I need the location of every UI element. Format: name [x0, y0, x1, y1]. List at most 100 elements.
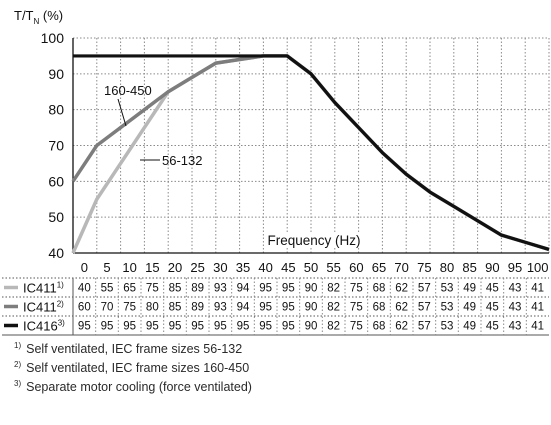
table-value: 40 [78, 283, 91, 295]
x-tick-label: 5 [103, 260, 110, 275]
table-value: 75 [350, 283, 363, 295]
table-value: 80 [146, 302, 159, 314]
table-value: 53 [441, 283, 454, 295]
x-tick-label: 10 [122, 260, 136, 275]
table-value: 45 [486, 283, 499, 295]
table-value: 93 [214, 283, 227, 295]
y-tick-label: 70 [48, 138, 64, 154]
table-value: 94 [237, 302, 250, 314]
table-value: 94 [237, 283, 250, 295]
table-value: 95 [259, 302, 272, 314]
x-tick-label: 35 [236, 260, 250, 275]
torque-frequency-chart: 40 50 60 70 80 90 100 T/TN (%) Frequency (Hz) 160… [2, 8, 550, 336]
table-value: 62 [395, 302, 408, 314]
table-value: 95 [214, 321, 227, 333]
table-value: 68 [373, 283, 386, 295]
y-tick-label: 40 [48, 245, 64, 261]
table-value: 95 [282, 321, 295, 333]
table-value: 93 [214, 302, 227, 314]
annotation-label: 56-132 [162, 153, 202, 168]
table-value: 55 [101, 283, 114, 295]
table-value: 49 [463, 321, 476, 333]
table-value: 85 [169, 302, 182, 314]
legend-label-ic411-2: IC4112) [23, 300, 64, 315]
table-value: 49 [463, 302, 476, 314]
table-value: 75 [123, 302, 136, 314]
x-tick-label: 45 [281, 260, 295, 275]
table-value: 89 [191, 283, 204, 295]
x-tick-label: 30 [213, 260, 227, 275]
table-value: 70 [101, 302, 114, 314]
legend-label-ic411-1: IC4111) [23, 281, 64, 296]
y-tick-label: 50 [48, 209, 64, 225]
x-axis-label-bg [264, 232, 364, 248]
table-value: 43 [509, 321, 522, 333]
x-tick-label: 60 [349, 260, 363, 275]
y-tick-label: 90 [48, 66, 64, 82]
x-tick-label: 20 [168, 260, 182, 275]
x-tick-label: 80 [440, 260, 454, 275]
table-value: 43 [509, 302, 522, 314]
table-value: 85 [169, 283, 182, 295]
footnote-3: 3) Separate motor cooling (force ventilat… [14, 379, 252, 394]
table-value: 57 [418, 302, 431, 314]
y-tick-label: 80 [48, 102, 64, 118]
table-value: 95 [123, 321, 136, 333]
table-value: 95 [146, 321, 159, 333]
y-tick-label: 100 [41, 30, 65, 46]
x-tick-label: 70 [394, 260, 408, 275]
table-value: 57 [418, 283, 431, 295]
table-value: 75 [350, 302, 363, 314]
y-tick-label: 60 [48, 173, 64, 189]
x-tick-label: 50 [304, 260, 318, 275]
x-tick-label: 100 [527, 260, 549, 275]
table-value: 95 [101, 321, 114, 333]
footnotes: 1) Self ventilated, IEC frame sizes 56-13… [14, 336, 252, 394]
x-tick-label: 75 [417, 260, 431, 275]
table-value: 82 [327, 283, 340, 295]
table-value: 62 [395, 283, 408, 295]
table-value: 75 [146, 283, 159, 295]
table-value: 53 [441, 321, 454, 333]
annotation-leader [117, 98, 127, 127]
table-value: 75 [350, 321, 363, 333]
table-value: 95 [282, 302, 295, 314]
x-tick-label: 85 [462, 260, 476, 275]
table-value: 49 [463, 283, 476, 295]
y-axis-label: T/TN (%) [14, 8, 63, 26]
table-value: 41 [531, 321, 544, 333]
table-value: 60 [78, 302, 91, 314]
table-value: 95 [237, 321, 250, 333]
footnote-2: 2) Self ventilated, IEC frame sizes 160-4… [14, 360, 250, 375]
table-value: 90 [305, 321, 318, 333]
x-tick-label: 40 [258, 260, 272, 275]
series-line-ic416-3 [73, 54, 550, 251]
annotation-label: 160-450 [104, 83, 152, 98]
table-value: 90 [305, 283, 318, 295]
table-value: 62 [395, 321, 408, 333]
table-value: 95 [259, 283, 272, 295]
footnote-1: 1) Self ventilated, IEC frame sizes 56-13… [14, 341, 243, 356]
table-value: 45 [486, 302, 499, 314]
table-value: 57 [418, 321, 431, 333]
table-value: 95 [282, 283, 295, 295]
x-axis-label: Frequency (Hz) [267, 233, 360, 248]
table-value: 65 [123, 283, 136, 295]
x-tick-label: 95 [508, 260, 522, 275]
table-value: 53 [441, 302, 454, 314]
table-value: 41 [531, 302, 544, 314]
table-value: 89 [191, 302, 204, 314]
table-value: 82 [327, 302, 340, 314]
x-tick-label: 25 [190, 260, 204, 275]
x-tick-label: 55 [326, 260, 340, 275]
x-tick-label: 90 [485, 260, 499, 275]
x-tick-label: 65 [372, 260, 386, 275]
table-value: 68 [373, 321, 386, 333]
table-value: 90 [305, 302, 318, 314]
table-value: 43 [509, 283, 522, 295]
table-value: 95 [191, 321, 204, 333]
legend-label-ic416-3: IC4163) [23, 319, 65, 334]
table-value: 95 [259, 321, 272, 333]
x-tick-label: 15 [145, 260, 159, 275]
table-value: 45 [486, 321, 499, 333]
